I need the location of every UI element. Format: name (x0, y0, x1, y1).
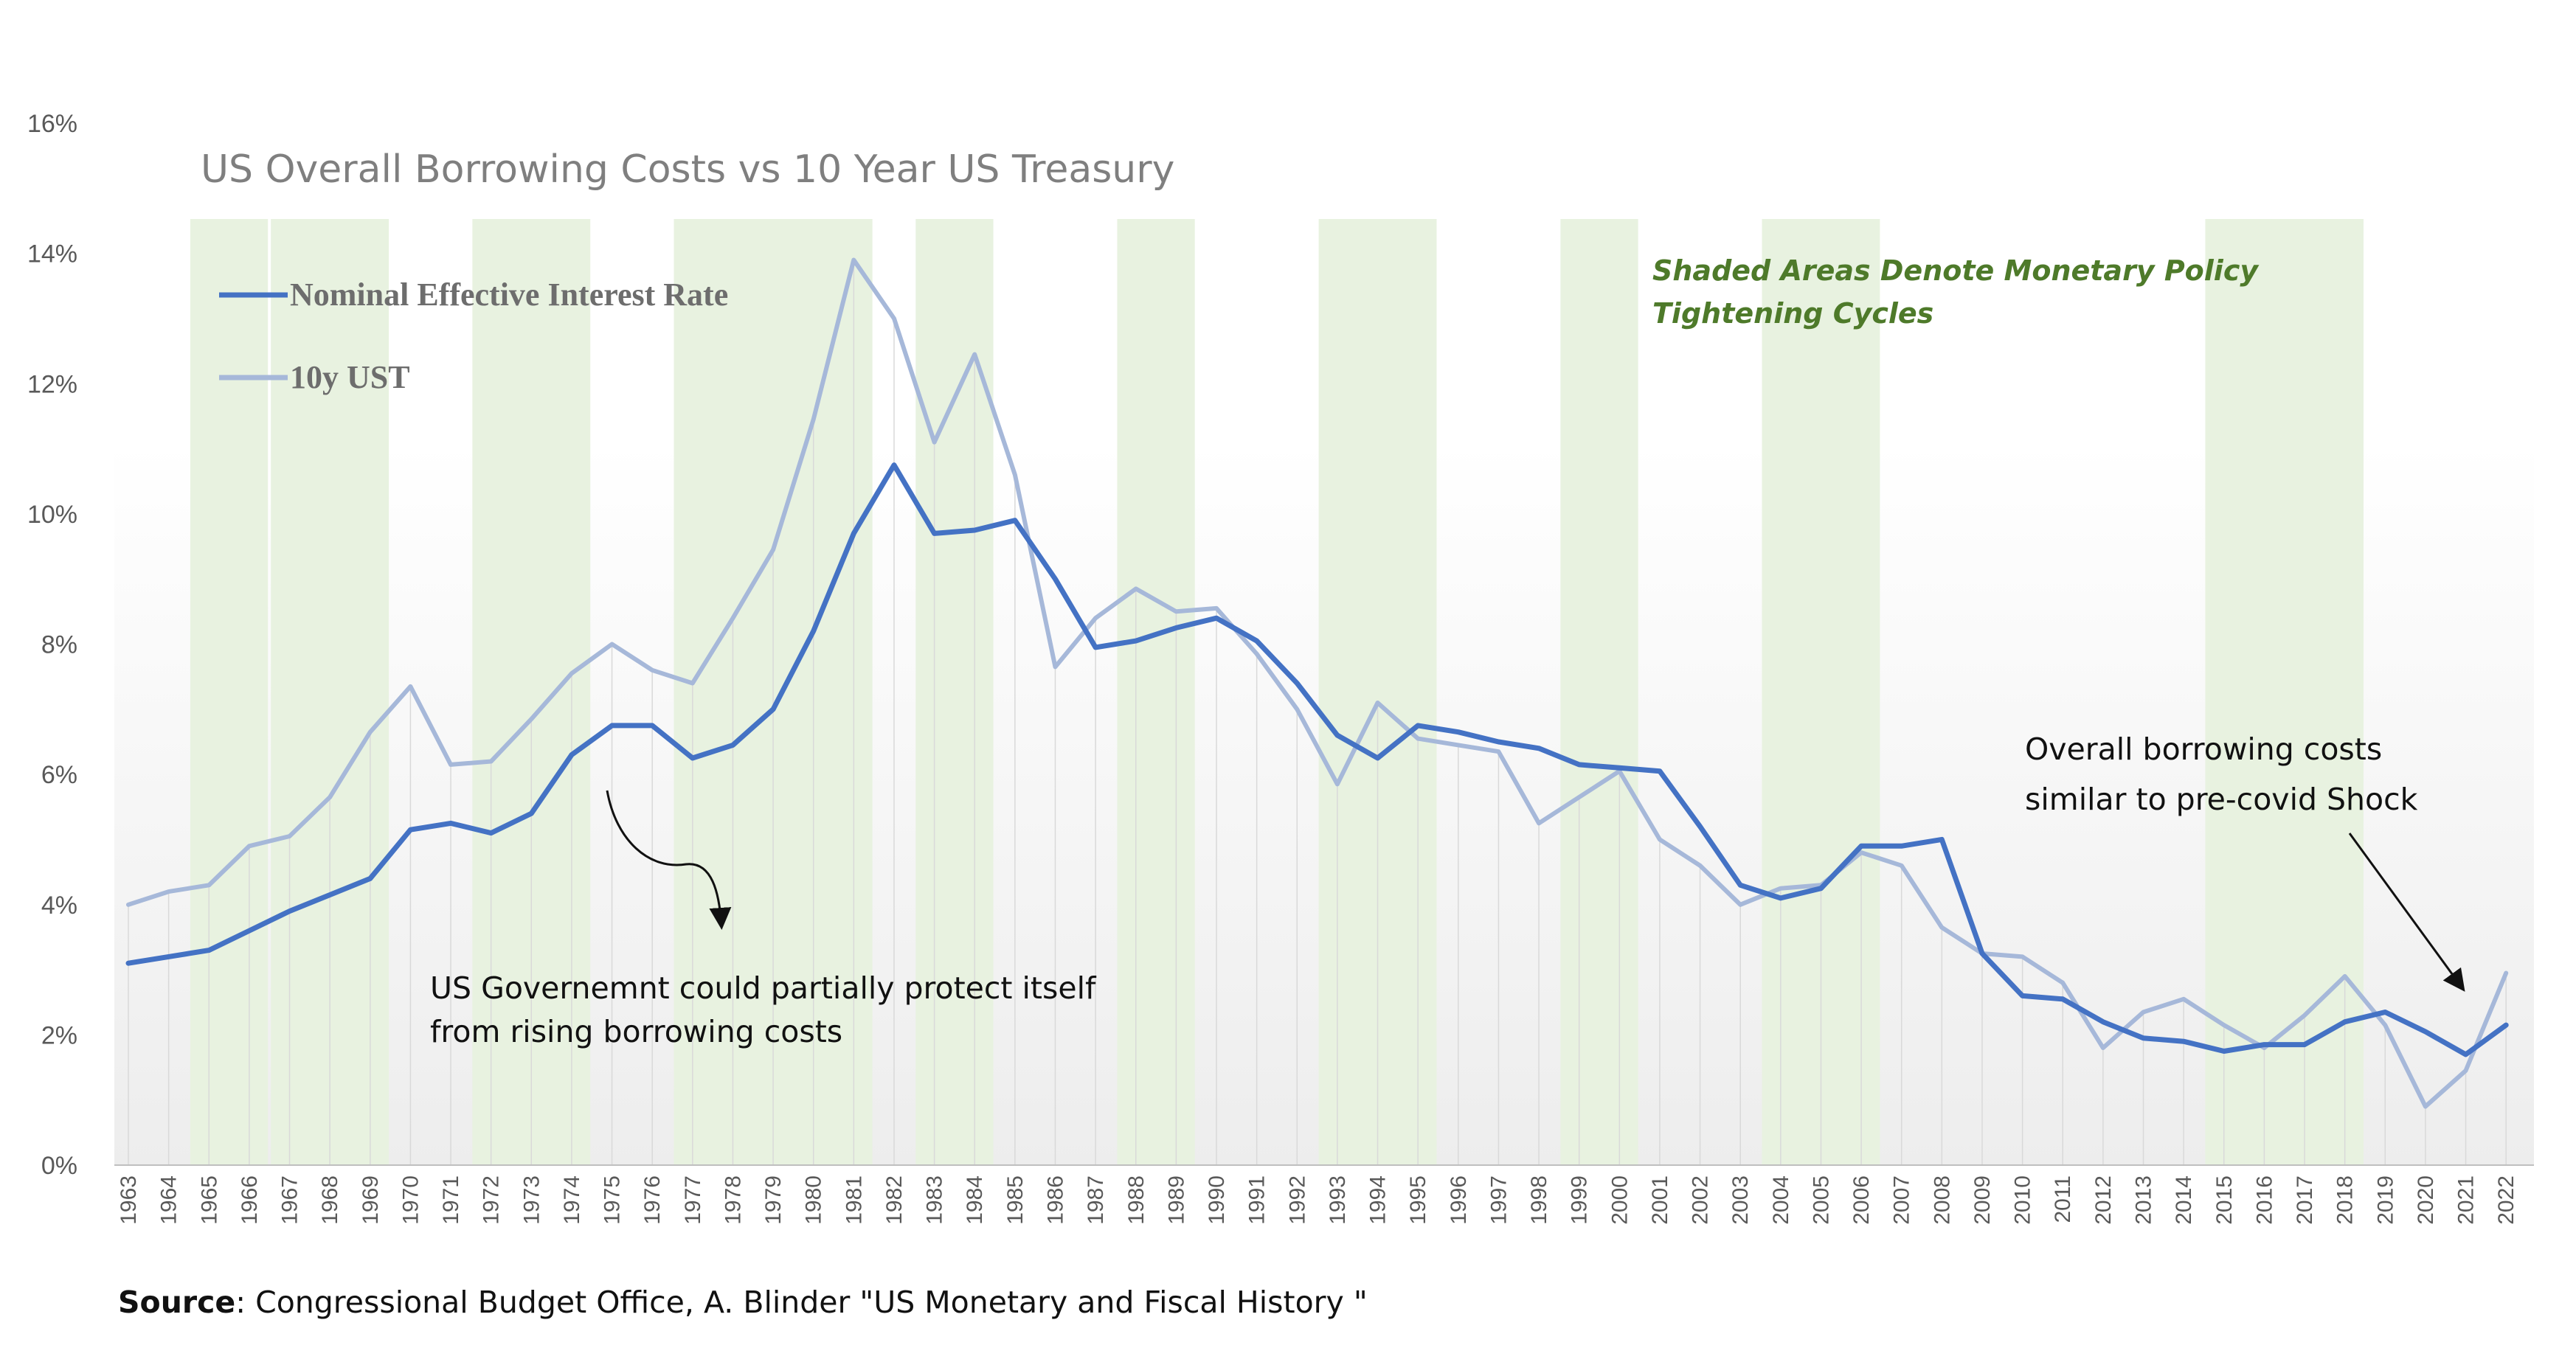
protect-arrow (606, 790, 732, 930)
x-tick-label: 1964 (157, 1175, 181, 1225)
x-tick-label: 1968 (318, 1175, 342, 1225)
y-tick-label: 16% (27, 110, 77, 138)
x-tick-label: 2018 (2333, 1175, 2358, 1225)
x-tick-label: 1982 (882, 1175, 907, 1225)
x-tick-label: 2008 (1930, 1175, 1954, 1225)
legend: Nominal Effective Interest Rate 10y UST (219, 277, 728, 395)
legend-label-ust: 10y UST (290, 359, 410, 395)
x-tick-label: 1975 (600, 1175, 625, 1225)
x-tick-label: 1994 (1366, 1175, 1391, 1225)
x-tick-label: 1979 (761, 1175, 786, 1225)
x-tick-label: 1996 (1447, 1175, 1471, 1225)
x-tick-label: 2010 (2011, 1175, 2035, 1225)
shade-1988-1989 (1117, 219, 1195, 1165)
protect-note-line-2: from rising borrowing costs (430, 1014, 842, 1049)
x-axis-ticks: 1963 1964 1965 1966 1967 1968 1969 1970 1971 1972… (117, 1175, 2518, 1225)
x-tick-label: 2007 (1890, 1175, 1914, 1225)
x-tick-label: 1984 (963, 1175, 987, 1225)
x-tick-label: 1969 (359, 1175, 383, 1225)
covid-note-line-1: Overall borrowing costs (2025, 732, 2382, 767)
series-line-nominal-effective-interest-rate (125, 462, 2509, 1057)
x-tick-label: 1988 (1124, 1175, 1149, 1225)
source-line: Source: Congressional Budget Office, A. … (118, 1285, 1368, 1320)
y-tick-label: 2% (41, 1021, 77, 1049)
x-tick-label: 1973 (519, 1175, 544, 1225)
y-axis-ticks: 0% 2% 4% 6% 8% 10% 12% 14% 16% (27, 110, 77, 1180)
x-tick-label: 2014 (2172, 1175, 2196, 1225)
x-tick-label: 1985 (1003, 1175, 1028, 1225)
x-tick-label: 2021 (2454, 1175, 2479, 1225)
x-tick-label: 1971 (439, 1175, 463, 1225)
x-tick-label: 1974 (560, 1175, 584, 1225)
x-tick-label: 1983 (923, 1175, 947, 1225)
x-tick-label: 1997 (1486, 1175, 1511, 1225)
protect-annotation: US Governemnt could partially protect it… (430, 790, 1097, 1049)
x-tick-label: 2006 (1849, 1175, 1874, 1225)
x-tick-label: 1972 (479, 1175, 504, 1225)
chart-title: US Overall Borrowing Costs vs 10 Year US… (201, 147, 1174, 192)
protect-note-line-1: US Governemnt could partially protect it… (430, 970, 1097, 1006)
x-tick-label: 2020 (2414, 1175, 2438, 1225)
x-tick-label: 2016 (2252, 1175, 2276, 1225)
vertical-gridlines (128, 260, 2507, 1165)
x-tick-label: 2002 (1689, 1175, 1713, 1225)
x-tick-label: 2019 (2373, 1175, 2397, 1225)
x-tick-label: 1986 (1043, 1175, 1067, 1225)
y-tick-label: 14% (27, 240, 77, 268)
x-tick-label: 1992 (1285, 1175, 1309, 1225)
x-tick-label: 2012 (2091, 1175, 2116, 1225)
series-lines (125, 257, 2509, 1109)
source-text: : Congressional Budget Office, A. Blinde… (235, 1285, 1367, 1320)
x-tick-label: 2015 (2212, 1175, 2237, 1225)
y-tick-label: 6% (41, 761, 77, 789)
x-tick-label: 2013 (2132, 1175, 2156, 1225)
x-tick-label: 1981 (842, 1175, 866, 1225)
x-tick-label: 1990 (1205, 1175, 1229, 1225)
x-tick-label: 1977 (681, 1175, 705, 1225)
x-tick-label: 1966 (238, 1175, 262, 1225)
x-tick-label: 2004 (1769, 1175, 1793, 1225)
x-tick-label: 1978 (721, 1175, 745, 1225)
x-tick-label: 2009 (1970, 1175, 1995, 1225)
shade-note-line-1: Shaded Areas Denote Monetary Policy (1652, 254, 2260, 287)
y-tick-label: 12% (27, 370, 77, 398)
x-tick-label: 1993 (1326, 1175, 1350, 1225)
x-tick-label: 2000 (1607, 1175, 1632, 1225)
shade-note-line-2: Tightening Cycles (1652, 297, 1933, 330)
y-tick-label: 4% (41, 892, 77, 920)
x-tick-label: 2011 (2051, 1175, 2075, 1223)
covid-arrow (2348, 833, 2465, 992)
shade-1965-1966 (190, 219, 269, 1165)
x-tick-label: 1967 (278, 1175, 302, 1225)
shade-1983-1984 (915, 219, 994, 1165)
x-tick-label: 2005 (1809, 1175, 1833, 1225)
x-tick-label: 1980 (802, 1175, 826, 1225)
x-tick-label: 1976 (640, 1175, 665, 1225)
x-tick-label: 1999 (1568, 1175, 1592, 1225)
x-tick-label: 1998 (1527, 1175, 1551, 1225)
shade-2015-2018 (2205, 219, 2364, 1165)
x-tick-label: 1987 (1084, 1175, 1108, 1225)
series-line-10y-ust (126, 257, 2509, 1109)
x-tick-label: 1991 (1245, 1175, 1270, 1225)
x-tick-label: 2022 (2494, 1175, 2518, 1225)
shade-1999-2000 (1560, 219, 1638, 1165)
x-tick-label: 1989 (1164, 1175, 1188, 1225)
x-tick-label: 1965 (197, 1175, 221, 1225)
x-tick-label: 1995 (1406, 1175, 1430, 1225)
x-tick-label: 2017 (2293, 1175, 2317, 1225)
x-tick-label: 2003 (1728, 1175, 1753, 1225)
source-label: Source (118, 1285, 235, 1320)
y-tick-label: 0% (41, 1152, 77, 1180)
legend-label-nominal: Nominal Effective Interest Rate (290, 277, 728, 313)
covid-annotation: Overall borrowing costs similar to pre-c… (2025, 732, 2465, 992)
x-tick-label: 2001 (1648, 1175, 1672, 1225)
y-tick-label: 8% (41, 631, 77, 659)
x-tick-label: 1970 (398, 1175, 423, 1225)
covid-note-line-2: similar to pre-covid Shock (2025, 782, 2418, 817)
shade-note: Shaded Areas Denote Monetary Policy Tigh… (1652, 254, 2260, 330)
y-tick-label: 10% (27, 501, 77, 529)
x-tick-label: 1963 (117, 1175, 141, 1225)
